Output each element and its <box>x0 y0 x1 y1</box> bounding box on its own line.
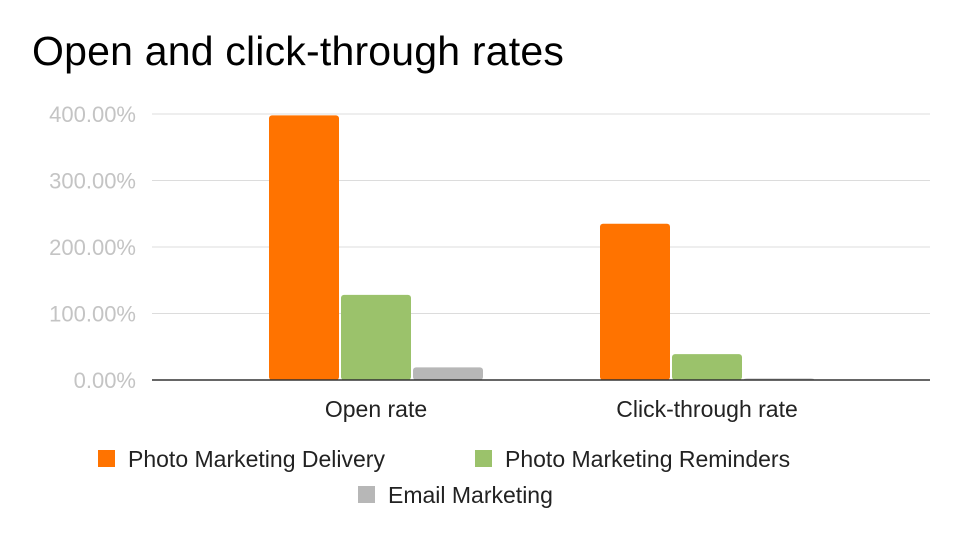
y-tick-label: 0.00% <box>74 368 136 393</box>
legend-swatch <box>475 450 492 467</box>
legend-item: Email Marketing <box>358 482 553 508</box>
legend-label: Email Marketing <box>388 482 553 508</box>
x-axis-categories: Open rate Click-through rate <box>325 396 798 422</box>
y-tick-label: 200.00% <box>49 235 136 260</box>
bar <box>672 354 742 380</box>
legend-swatch <box>98 450 115 467</box>
bar <box>413 367 483 380</box>
x-category-label: Open rate <box>325 396 427 422</box>
bar <box>341 294 411 380</box>
y-axis-ticks: 0.00% 100.00% 200.00% 300.00% 400.00% <box>49 102 136 393</box>
gridlines <box>152 113 930 314</box>
legend-label: Photo Marketing Reminders <box>505 446 790 472</box>
y-tick-label: 400.00% <box>49 102 136 127</box>
legend-label: Photo Marketing Delivery <box>128 446 385 472</box>
bar <box>600 223 670 380</box>
legend-item: Photo Marketing Delivery <box>98 446 385 472</box>
legend-item: Photo Marketing Reminders <box>475 446 790 472</box>
legend-swatch <box>358 486 375 503</box>
y-tick-label: 300.00% <box>49 169 136 194</box>
legend: Photo Marketing Delivery Photo Marketing … <box>98 446 790 508</box>
x-category-label: Click-through rate <box>616 396 798 422</box>
chart-title: Open and click-through rates <box>32 28 565 74</box>
y-tick-label: 100.00% <box>49 302 136 327</box>
bars <box>269 115 814 380</box>
bar <box>269 115 339 380</box>
